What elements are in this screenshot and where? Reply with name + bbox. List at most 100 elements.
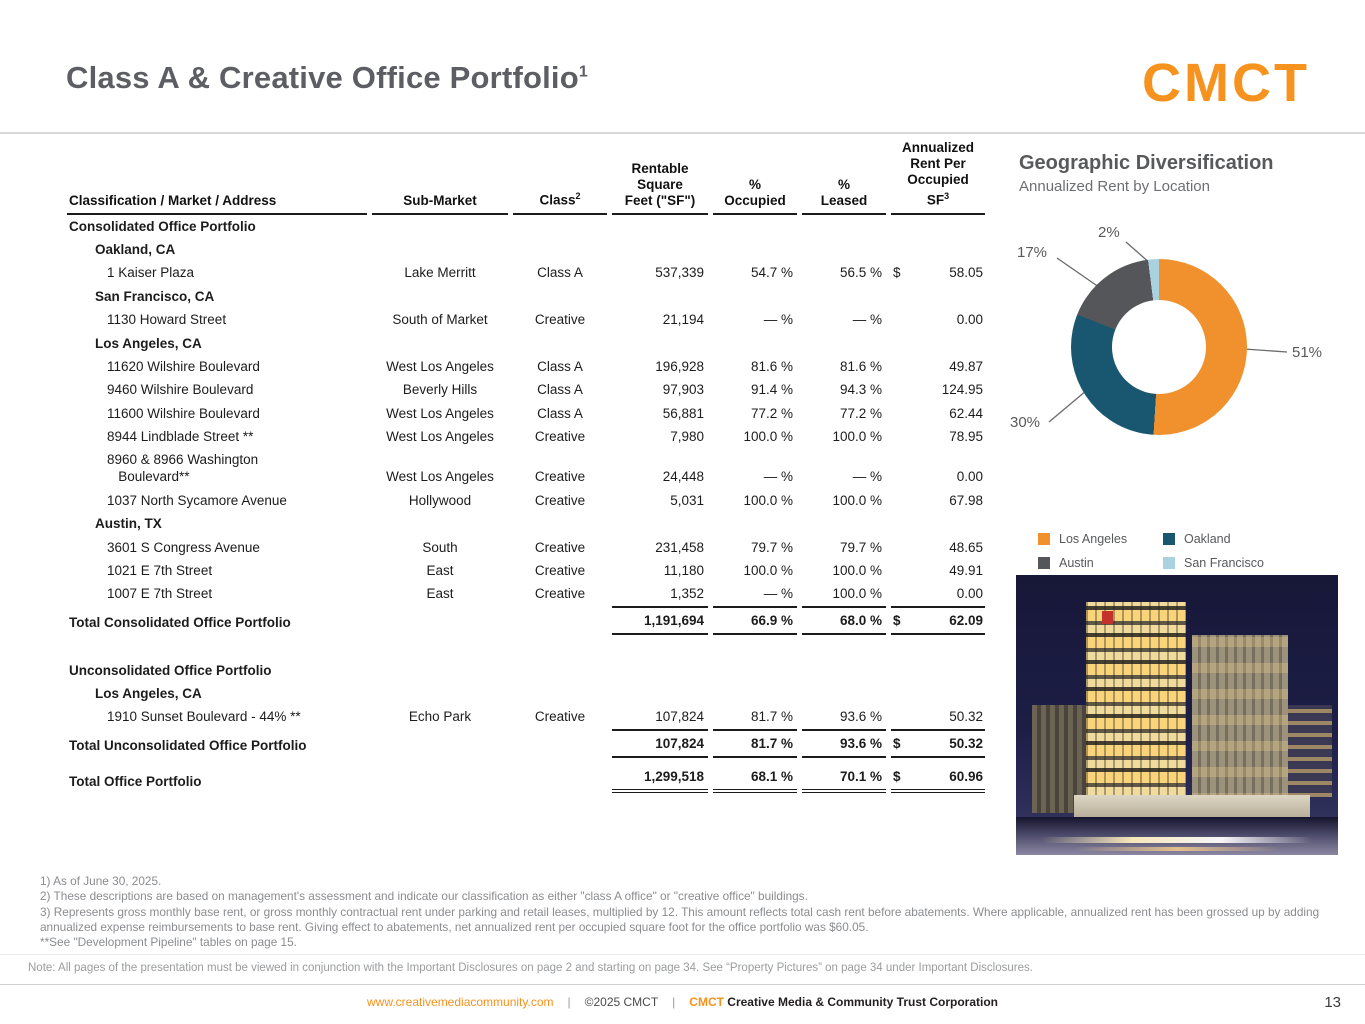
cell-percent-leased: 56.5 % <box>839 265 882 281</box>
cell-address: 8944 Lindblade Street ** <box>107 429 254 445</box>
rent-value: 49.87 <box>949 358 983 374</box>
cell-submarket: West Los Angeles <box>386 405 494 421</box>
footnote-4: **See "Development Pipeline" tables on p… <box>40 935 297 950</box>
cell-percent-leased <box>802 682 886 705</box>
currency-symbol <box>893 492 897 509</box>
rent-value: 60.96 <box>949 768 983 784</box>
cell-address: Total Office Portfolio <box>69 773 202 789</box>
cell-submarket: South <box>422 539 458 555</box>
table-row-spacer <box>67 758 985 765</box>
footnote-1: 1) As of June 30, 2025. <box>40 874 162 888</box>
cmct-logo: CMCT <box>1142 53 1310 113</box>
cell-percent-occupied: 68.1 % <box>713 765 797 793</box>
cell-square-feet: 1,299,518 <box>612 765 708 793</box>
cell-annualized-rent <box>891 331 985 354</box>
cell-square-feet: 21,194 <box>662 312 704 328</box>
column-header-5: % Leased <box>802 138 886 215</box>
cell-percent-occupied: 54.7 % <box>750 265 793 281</box>
title-divider <box>0 132 1365 134</box>
column-header-3: Rentable Square Feet ("SF") <box>612 138 708 215</box>
cell-percent-occupied <box>713 285 797 308</box>
chart-subtitle: Annualized Rent by Location <box>1019 178 1210 195</box>
cell-annualized-rent <box>891 285 985 308</box>
cell-percent-leased: 79.7 % <box>839 539 882 555</box>
currency-symbol <box>893 428 897 445</box>
photo-podium <box>1074 795 1310 821</box>
currency-symbol: $ <box>893 265 901 281</box>
cell-class: Creative <box>534 312 586 328</box>
cell-class <box>513 765 607 793</box>
rent-value: 50.32 <box>949 735 983 751</box>
cell-annualized-rent: 0.00 <box>891 448 985 488</box>
cell-percent-leased: 70.1 % <box>802 765 886 793</box>
currency-symbol <box>893 539 897 556</box>
cell-percent-leased: 100.0 % <box>832 429 882 445</box>
cell-annualized-rent: 50.32 <box>891 705 985 728</box>
cell-percent-occupied: 81.6 % <box>750 358 793 374</box>
cell-annualized-rent: $58.05 <box>891 261 985 284</box>
cell-address: Total Consolidated Office Portfolio <box>69 615 291 631</box>
currency-symbol <box>893 311 897 328</box>
geographic-diversification-chart: Geographic Diversification Annualized Re… <box>1010 146 1362 586</box>
table-row-property: 1910 Sunset Boulevard - 44% ** Echo Park C… <box>67 705 985 728</box>
column-header-1: Sub-Market <box>372 138 508 215</box>
footer-copyright: ©2025 CMCT <box>584 995 659 1009</box>
cell-annualized-rent: 67.98 <box>891 489 985 512</box>
cell-percent-occupied: 100.0 % <box>743 429 793 445</box>
cell-submarket <box>372 729 508 758</box>
cell-percent-leased <box>802 659 886 682</box>
cell-square-feet: 1,191,694 <box>612 605 708 635</box>
cell-class: Class A <box>537 405 583 421</box>
cell-percent-occupied: 66.9 % <box>713 605 797 635</box>
cell-address: Total Unconsolidated Office Portfolio <box>69 738 307 754</box>
rent-value: 0.00 <box>956 586 983 602</box>
cell-class: Creative <box>534 539 586 555</box>
cell-submarket: Lake Merritt <box>404 265 476 281</box>
cell-percent-leased <box>802 238 886 261</box>
table-row-property: 3601 S Congress Avenue South Creative 231,4… <box>67 535 985 558</box>
table-row-section: Consolidated Office Portfolio <box>67 215 985 238</box>
footer: www.creativemediacommunity.com | ©2025 CMC… <box>0 995 1365 1009</box>
cell-percent-occupied: — % <box>763 469 793 485</box>
rent-value: 124.95 <box>941 382 983 398</box>
cell-annualized-rent: 49.87 <box>891 355 985 378</box>
cell-square-feet <box>612 512 708 535</box>
column-header-0: Classification / Market / Address <box>67 138 367 215</box>
legend-swatch <box>1038 533 1050 545</box>
photo-light-streak-2 <box>1073 847 1281 851</box>
cell-address: Unconsolidated Office Portfolio <box>69 662 272 678</box>
cell-percent-occupied <box>713 512 797 535</box>
table-row-market: San Francisco, CA <box>67 285 985 308</box>
table-row-property: 1021 E 7th Street East Creative 11,180 100.0… <box>67 559 985 582</box>
legend-item-oakland: Oakland <box>1163 532 1323 546</box>
cell-annualized-rent: 0.00 <box>891 582 985 605</box>
rent-value: 48.65 <box>949 539 983 555</box>
cell-class <box>513 331 607 354</box>
cell-square-feet: 7,980 <box>670 429 704 445</box>
table-row-market: Oakland, CA <box>67 238 985 261</box>
cell-square-feet: 5,031 <box>670 492 704 508</box>
cell-class: Creative <box>534 562 586 578</box>
cell-annualized-rent: $50.32 <box>891 728 985 758</box>
cell-percent-leased: — % <box>852 469 882 485</box>
footer-separator-2: | <box>672 995 676 1009</box>
cell-class <box>513 285 607 308</box>
cell-percent-leased: 93.6 % <box>802 728 886 758</box>
cell-address: 1 Kaiser Plaza <box>107 265 195 281</box>
cell-submarket <box>372 215 508 238</box>
table-row-section: Unconsolidated Office Portfolio <box>67 659 985 682</box>
cell-address: 1037 North Sycamore Avenue <box>107 492 287 508</box>
table-row-grand: Total Office Portfolio 1,299,518 68.1 % 70.… <box>67 765 985 793</box>
cell-submarket: West Los Angeles <box>386 358 494 374</box>
cell-class: Class A <box>537 358 583 374</box>
cell-percent-occupied: 91.4 % <box>750 382 793 398</box>
slice-label-oakland: 30% <box>1010 414 1041 431</box>
rent-value: 49.91 <box>949 562 983 578</box>
footer-url-link[interactable]: www.creativemediacommunity.com <box>367 995 554 1009</box>
photo-light-streak <box>1041 837 1313 843</box>
cell-address: 8960 & 8966 Washington Boulevard** <box>107 452 259 485</box>
cell-annualized-rent <box>891 659 985 682</box>
cell-percent-leased: 93.6 % <box>839 709 882 725</box>
cell-percent-leased: — % <box>852 312 882 328</box>
cell-annualized-rent: 78.95 <box>891 425 985 448</box>
